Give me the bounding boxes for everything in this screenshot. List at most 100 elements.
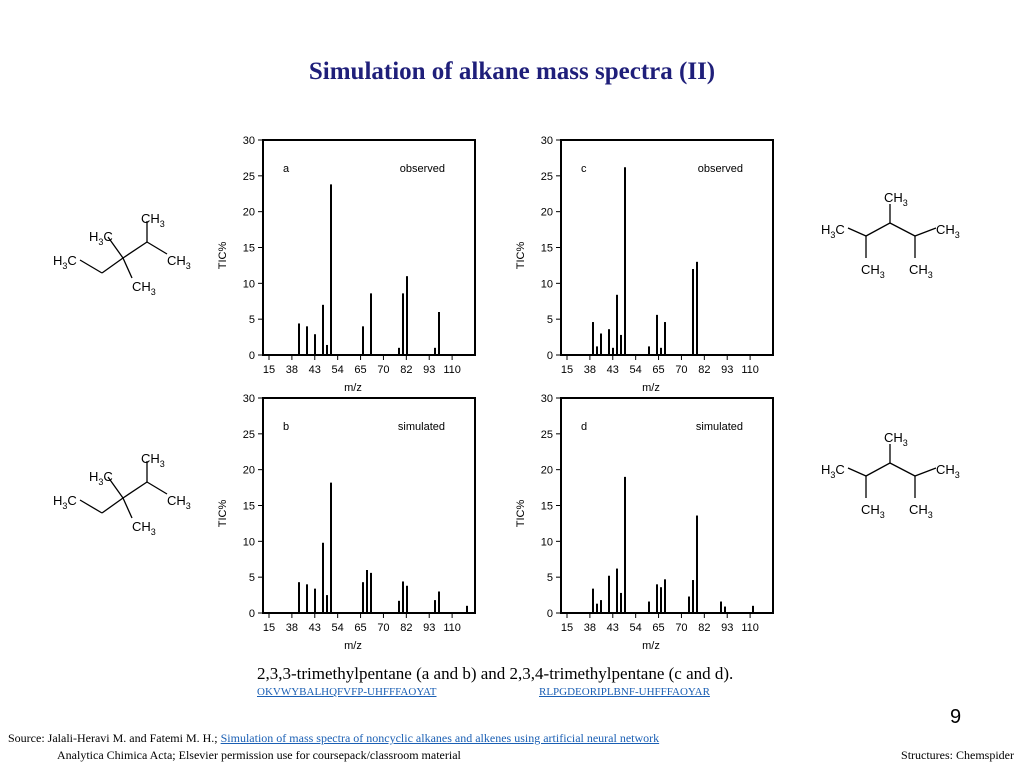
y-tick-label: 15	[243, 243, 255, 255]
x-tick-label: 82	[698, 364, 710, 376]
bond	[122, 241, 148, 259]
y-tick-label: 5	[547, 314, 553, 326]
y-tick-label: 0	[547, 608, 553, 620]
x-tick-label: 15	[561, 622, 573, 634]
y-tick-label: 10	[541, 536, 553, 548]
y-tick-label: 15	[541, 501, 553, 513]
x-tick-label: 38	[584, 364, 596, 376]
methyl-label: CH3	[936, 222, 960, 240]
source-citation: Source: Jalali-Heravi M. and Fatemi M. H…	[8, 731, 659, 746]
methyl-label: H3C	[53, 493, 77, 511]
structure-234-trimethylpentane-top: CH3 H3C CH3 CH3 CH3	[818, 188, 978, 288]
methyl-label: H3C	[89, 229, 113, 247]
x-tick-label: 43	[309, 622, 321, 634]
y-tick-label: 30	[541, 135, 553, 147]
source-link[interactable]: Simulation of mass spectra of noncyclic …	[220, 731, 660, 745]
chart-panel-a: 0 5 10 15 20 25 30 15 38 43 54 65 70 82 93 110 a observed…	[210, 132, 510, 394]
bond	[146, 481, 168, 495]
mass-spectrum-plot: 0 5 10 15 20 25 30 15 38 43 54 65 70 82 93 110 c observed…	[515, 135, 774, 394]
x-tick-label: 70	[377, 622, 389, 634]
methyl-label: CH3	[167, 253, 191, 271]
x-tick-label: 54	[332, 622, 344, 634]
chart-panel-d: 0 5 10 15 20 25 30 15 38 43 54 65 70 82 93 110 d simulate…	[508, 390, 808, 652]
x-tick-label: 54	[332, 364, 344, 376]
bond	[122, 497, 133, 519]
inchikey-link-right[interactable]: RLPGDEORIPLBNF-UHFFFAOYAR	[539, 686, 710, 698]
y-tick-label: 30	[541, 393, 553, 405]
methyl-label: H3C	[821, 462, 845, 480]
y-axis-label: TIC%	[515, 500, 527, 528]
mass-spectrum-plot: 0 5 10 15 20 25 30 15 38 43 54 65 70 82 93 110 b simulate…	[217, 393, 476, 652]
y-tick-label: 0	[547, 350, 553, 362]
methyl-label: CH3	[141, 211, 165, 229]
methyl-label: CH3	[884, 190, 908, 208]
x-tick-label: 38	[286, 364, 298, 376]
y-tick-label: 0	[249, 608, 255, 620]
x-tick-label: 43	[607, 622, 619, 634]
bond	[914, 227, 937, 237]
source-journal: Analytica Chimica Acta; Elsevier permiss…	[57, 748, 461, 762]
methyl-label: H3C	[89, 469, 113, 487]
bond	[146, 241, 168, 255]
page-number: 9	[950, 706, 962, 728]
molecule-svg: CH3 CH3 H3C CH3 H3C	[53, 211, 191, 297]
x-tick-label: 93	[423, 364, 435, 376]
panel-letter: c	[581, 163, 587, 175]
y-tick-label: 25	[541, 429, 553, 441]
x-tick-label: 93	[721, 364, 733, 376]
x-axis-label: m/z	[642, 640, 660, 652]
x-tick-label: 65	[652, 622, 664, 634]
mass-spectrum-plot: 0 5 10 15 20 25 30 15 38 43 54 65 70 82 93 110 a observed…	[217, 135, 476, 394]
y-tick-label: 15	[541, 243, 553, 255]
y-tick-label: 10	[243, 536, 255, 548]
x-tick-label: 70	[377, 364, 389, 376]
y-tick-label: 25	[243, 171, 255, 183]
panel-annotation: observed	[400, 163, 445, 175]
x-tick-label: 82	[400, 364, 412, 376]
bond	[79, 259, 103, 274]
y-tick-label: 30	[243, 393, 255, 405]
x-tick-label: 70	[675, 622, 687, 634]
x-tick-label: 15	[561, 364, 573, 376]
panel-letter: a	[283, 163, 290, 175]
x-axis-label: m/z	[642, 382, 660, 394]
x-tick-label: 38	[584, 622, 596, 634]
panel-letter: d	[581, 421, 587, 433]
y-tick-label: 20	[243, 207, 255, 219]
panel-annotation: observed	[698, 163, 743, 175]
x-tick-label: 54	[630, 364, 642, 376]
methyl-label: CH3	[936, 462, 960, 480]
structure-233-trimethylpentane-top: CH3 CH3 H3C CH3 H3C	[50, 205, 200, 305]
x-tick-label: 110	[443, 364, 461, 376]
methyl-label: H3C	[821, 222, 845, 240]
methyl-label: CH3	[132, 279, 156, 297]
y-axis-label: TIC%	[217, 242, 229, 270]
y-tick-label: 10	[541, 278, 553, 290]
x-tick-label: 38	[286, 622, 298, 634]
panel-letter: b	[283, 421, 289, 433]
bond	[889, 462, 916, 477]
x-tick-label: 110	[741, 364, 759, 376]
plot-frame	[262, 397, 476, 614]
x-axis-label: m/z	[344, 640, 362, 652]
x-tick-label: 110	[741, 622, 759, 634]
x-tick-label: 82	[400, 622, 412, 634]
y-tick-label: 5	[249, 314, 255, 326]
molecule-svg: CH3 H3C CH3 CH3 CH3	[821, 190, 960, 280]
bond	[865, 222, 891, 237]
x-tick-label: 54	[630, 622, 642, 634]
methyl-label: CH3	[861, 262, 885, 280]
plot-frame	[560, 139, 774, 356]
x-tick-label: 65	[354, 622, 366, 634]
methyl-label: CH3	[909, 502, 933, 520]
bond	[865, 462, 891, 477]
inchikey-link-left[interactable]: OKVWYBALHQFVFP-UHFFFAOYAT	[257, 686, 437, 698]
chart-panel-c: 0 5 10 15 20 25 30 15 38 43 54 65 70 82 93 110 c observed…	[508, 132, 808, 394]
bond	[107, 476, 124, 499]
x-tick-label: 15	[263, 364, 275, 376]
x-tick-label: 65	[354, 364, 366, 376]
x-tick-label: 43	[607, 364, 619, 376]
y-tick-label: 15	[243, 501, 255, 513]
y-tick-label: 25	[243, 429, 255, 441]
methyl-label: CH3	[884, 430, 908, 448]
